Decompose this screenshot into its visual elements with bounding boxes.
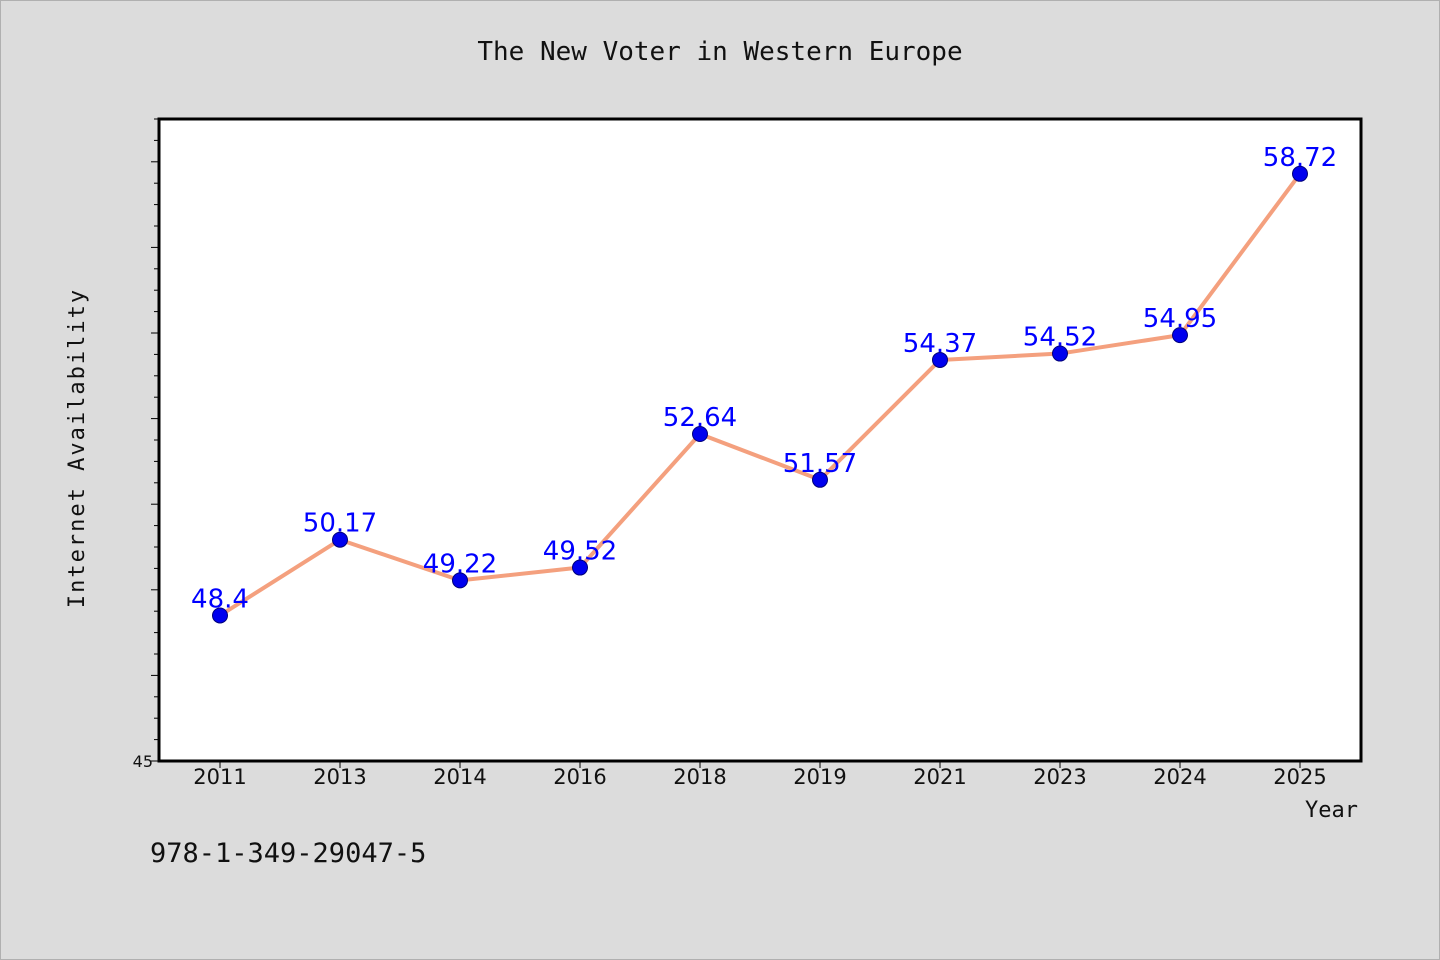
x-tick-label: 2011 bbox=[193, 765, 246, 789]
data-point-marker bbox=[1292, 165, 1308, 182]
y-axis-label: Internet Availability bbox=[65, 288, 90, 608]
data-point-marker bbox=[692, 426, 708, 443]
data-label: 54.37 bbox=[903, 329, 977, 359]
data-label: 54.52 bbox=[1023, 323, 1097, 353]
x-tick-label: 2019 bbox=[793, 765, 846, 789]
x-tick-label: 2025 bbox=[1273, 765, 1326, 789]
x-tick-label: 2024 bbox=[1153, 765, 1206, 789]
data-point-marker bbox=[1052, 345, 1068, 362]
data-point-marker bbox=[332, 531, 348, 548]
data-label: 52.64 bbox=[663, 403, 737, 433]
data-point-marker bbox=[212, 607, 228, 624]
footer-identifier: 978-1-349-29047-5 bbox=[150, 838, 426, 869]
x-tick-label: 2021 bbox=[913, 765, 966, 789]
x-tick-label: 2014 bbox=[433, 765, 486, 789]
x-tick-label: 2016 bbox=[553, 765, 606, 789]
x-tick-label: 2013 bbox=[313, 765, 366, 789]
y-axis-ticks: 45 bbox=[133, 118, 159, 771]
data-point-marker bbox=[812, 471, 828, 488]
data-label: 50.17 bbox=[303, 509, 377, 539]
y-tick-label: 45 bbox=[133, 752, 153, 771]
x-tick-label: 2018 bbox=[673, 765, 726, 789]
chart-title: The New Voter in Western Europe bbox=[477, 37, 962, 67]
data-label: 48.4 bbox=[191, 584, 249, 614]
series-line bbox=[218, 172, 1302, 618]
data-point-marker bbox=[1172, 327, 1188, 344]
data-point-marker bbox=[572, 559, 588, 576]
data-point-marker bbox=[452, 572, 468, 589]
data-label: 51.57 bbox=[783, 449, 857, 479]
plot-area bbox=[157, 117, 1363, 763]
data-label: 54.95 bbox=[1143, 304, 1217, 334]
x-axis-label: Year bbox=[1305, 798, 1358, 823]
data-point-marker bbox=[932, 351, 948, 368]
series-line-group: 48.4 50.17 49.22 49.52 52.64 51.57 54.37 54.52 5… bbox=[191, 143, 1337, 624]
x-axis-ticks: 2011 2013 2014 2016 2018 2019 2021 2023 2024 2025 bbox=[193, 761, 1327, 789]
data-label: 49.22 bbox=[423, 549, 497, 579]
x-tick-label: 2023 bbox=[1033, 765, 1086, 789]
data-label: 49.52 bbox=[543, 537, 617, 567]
data-label: 58.72 bbox=[1263, 143, 1337, 173]
